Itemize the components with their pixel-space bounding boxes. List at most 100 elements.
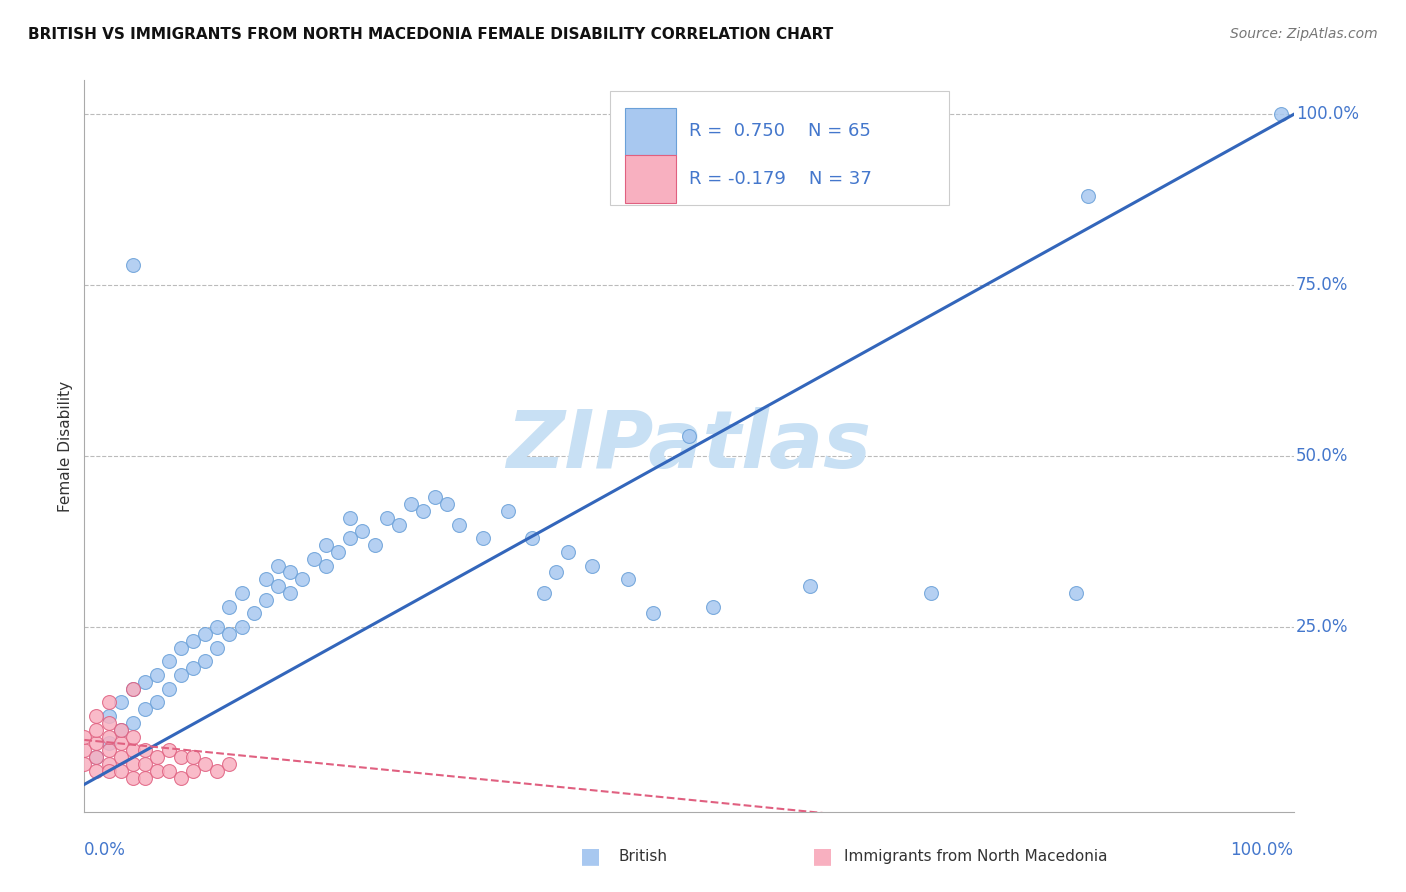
- Point: [157, 743, 180, 757]
- Point: [641, 607, 664, 621]
- Point: [242, 607, 264, 621]
- Point: [86, 764, 108, 778]
- Point: [267, 579, 290, 593]
- Point: [134, 674, 156, 689]
- Point: [302, 551, 325, 566]
- Point: [110, 736, 132, 750]
- Text: Immigrants from North Macedonia: Immigrants from North Macedonia: [844, 849, 1107, 863]
- Point: [207, 640, 229, 655]
- Point: [278, 566, 301, 580]
- Point: [449, 517, 471, 532]
- Point: [121, 681, 143, 696]
- Point: [121, 715, 143, 730]
- Point: [194, 756, 217, 771]
- Y-axis label: Female Disability: Female Disability: [58, 380, 73, 512]
- FancyBboxPatch shape: [624, 108, 676, 155]
- Point: [194, 627, 217, 641]
- Point: [97, 756, 120, 771]
- Point: [121, 756, 143, 771]
- Point: [218, 756, 240, 771]
- Point: [218, 627, 240, 641]
- Point: [97, 715, 120, 730]
- Point: [86, 750, 108, 764]
- Point: [194, 654, 217, 668]
- Text: ■: ■: [581, 847, 600, 866]
- Point: [97, 730, 120, 744]
- Text: BRITISH VS IMMIGRANTS FROM NORTH MACEDONIA FEMALE DISABILITY CORRELATION CHART: BRITISH VS IMMIGRANTS FROM NORTH MACEDON…: [28, 27, 834, 42]
- Text: 100.0%: 100.0%: [1296, 105, 1360, 123]
- Text: R =  0.750    N = 65: R = 0.750 N = 65: [689, 122, 870, 140]
- Text: Source: ZipAtlas.com: Source: ZipAtlas.com: [1230, 27, 1378, 41]
- Point: [315, 558, 337, 573]
- Point: [496, 504, 519, 518]
- Point: [146, 764, 169, 778]
- Point: [352, 524, 374, 539]
- Point: [134, 756, 156, 771]
- Point: [339, 510, 361, 524]
- Point: [423, 490, 446, 504]
- Point: [920, 586, 942, 600]
- Point: [254, 572, 277, 586]
- Text: 100.0%: 100.0%: [1230, 841, 1294, 859]
- Point: [1270, 107, 1292, 121]
- Point: [110, 723, 132, 737]
- Text: R = -0.179    N = 37: R = -0.179 N = 37: [689, 170, 872, 188]
- Point: [157, 681, 180, 696]
- Point: [181, 633, 204, 648]
- Text: ■: ■: [813, 847, 832, 866]
- Point: [581, 558, 603, 573]
- Point: [134, 771, 156, 785]
- Point: [121, 730, 143, 744]
- Point: [207, 620, 229, 634]
- Point: [146, 750, 169, 764]
- FancyBboxPatch shape: [624, 155, 676, 202]
- Point: [181, 661, 204, 675]
- Point: [121, 681, 143, 696]
- Text: 50.0%: 50.0%: [1296, 447, 1348, 466]
- Point: [97, 736, 120, 750]
- Point: [110, 723, 132, 737]
- Point: [472, 531, 495, 545]
- Point: [799, 579, 821, 593]
- Point: [388, 517, 411, 532]
- Point: [375, 510, 398, 524]
- Point: [121, 771, 143, 785]
- Point: [170, 750, 193, 764]
- Point: [617, 572, 640, 586]
- Point: [170, 771, 193, 785]
- Point: [231, 586, 253, 600]
- Point: [97, 743, 120, 757]
- Point: [121, 258, 143, 272]
- Point: [73, 730, 96, 744]
- Point: [97, 764, 120, 778]
- Point: [97, 709, 120, 723]
- Point: [544, 566, 567, 580]
- Point: [134, 743, 156, 757]
- Point: [254, 592, 277, 607]
- Text: 0.0%: 0.0%: [84, 841, 127, 859]
- Point: [146, 695, 169, 709]
- Point: [86, 709, 108, 723]
- Point: [218, 599, 240, 614]
- Point: [146, 668, 169, 682]
- Point: [399, 497, 422, 511]
- Point: [97, 695, 120, 709]
- Text: British: British: [619, 849, 668, 863]
- Point: [170, 668, 193, 682]
- Text: ZIPatlas: ZIPatlas: [506, 407, 872, 485]
- Point: [134, 702, 156, 716]
- Point: [328, 545, 350, 559]
- Point: [157, 764, 180, 778]
- Point: [1077, 189, 1099, 203]
- Point: [110, 764, 132, 778]
- Point: [86, 723, 108, 737]
- Point: [339, 531, 361, 545]
- Point: [291, 572, 314, 586]
- Point: [315, 538, 337, 552]
- Text: 25.0%: 25.0%: [1296, 618, 1348, 636]
- Point: [1064, 586, 1087, 600]
- Point: [86, 736, 108, 750]
- Point: [278, 586, 301, 600]
- Point: [267, 558, 290, 573]
- FancyBboxPatch shape: [610, 91, 949, 204]
